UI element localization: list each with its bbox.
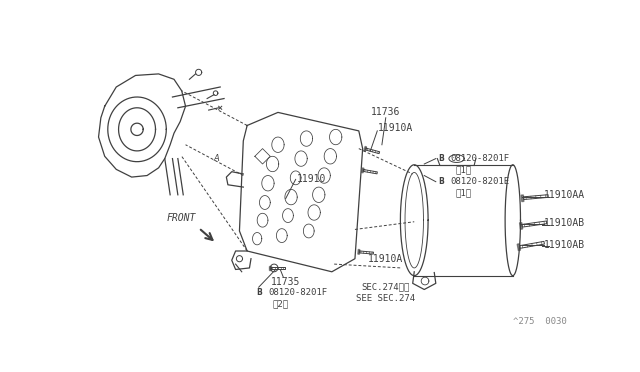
Text: B: B	[438, 154, 444, 163]
Text: 11736: 11736	[371, 108, 401, 118]
Text: 11910A: 11910A	[378, 123, 413, 133]
Polygon shape	[521, 195, 524, 202]
Polygon shape	[362, 168, 364, 173]
Polygon shape	[269, 266, 271, 270]
Text: 08120-8201F: 08120-8201F	[268, 288, 327, 297]
Text: A: A	[214, 154, 220, 163]
Text: SEE SEC.274: SEE SEC.274	[356, 294, 415, 303]
Polygon shape	[520, 222, 523, 229]
Text: B: B	[256, 288, 262, 297]
Text: 11910AB: 11910AB	[543, 218, 585, 228]
Text: 11910AB: 11910AB	[543, 240, 585, 250]
Text: （1）: （1）	[455, 188, 471, 197]
Text: FRONT: FRONT	[167, 213, 196, 223]
Polygon shape	[358, 250, 360, 254]
Polygon shape	[517, 244, 520, 250]
Text: ^275  0030: ^275 0030	[513, 317, 566, 326]
Text: 11910A: 11910A	[368, 254, 403, 264]
Text: 11735: 11735	[271, 277, 300, 287]
Text: SEC.274参照: SEC.274参照	[362, 283, 410, 292]
Text: B: B	[438, 177, 444, 186]
Text: 11910AA: 11910AA	[543, 190, 585, 200]
Text: （1）: （1）	[455, 165, 471, 174]
Text: 11910: 11910	[297, 174, 326, 185]
Polygon shape	[364, 147, 367, 151]
Text: （2）: （2）	[273, 299, 289, 308]
Text: 08120-8201E: 08120-8201E	[451, 177, 509, 186]
Text: 08120-8201F: 08120-8201F	[451, 154, 509, 163]
